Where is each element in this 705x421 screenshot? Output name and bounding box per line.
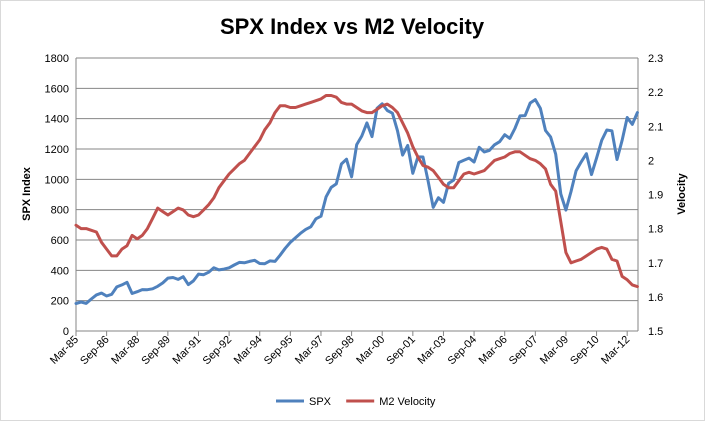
x-tick-label: Mar-00: [354, 334, 387, 367]
y-tick-label: 1000: [45, 174, 69, 186]
x-tick-label: Mar-06: [477, 334, 510, 367]
series-line-spx: [74, 98, 639, 305]
x-tick-label: Sep-98: [323, 334, 357, 368]
y-tick-label: 400: [51, 265, 69, 277]
legend-label-m2-velocity: M2 Velocity: [379, 396, 436, 408]
y2-tick-label: 2: [648, 155, 654, 167]
y-tick-label: 800: [51, 205, 69, 217]
y2-tick-label: 1.7: [648, 258, 663, 270]
x-tick-label: Sep-04: [446, 334, 480, 368]
x-tick-label: Mar-88: [109, 334, 142, 367]
x-tick-label: Mar-03: [415, 334, 448, 367]
legend: SPX M2 Velocity: [276, 396, 436, 408]
y-tick-label: 1800: [45, 53, 69, 65]
y-tick-label: 1200: [45, 144, 69, 156]
x-tick-label: Mar-09: [538, 334, 571, 367]
legend-label-spx: SPX: [309, 396, 332, 408]
y2-tick-label: 1.8: [648, 224, 663, 236]
y2-tick-label: 1.9: [648, 190, 663, 202]
y-axis-title: SPX Index: [21, 166, 33, 221]
y2-tick-label: 2.1: [648, 121, 663, 133]
x-tick-label: Sep-95: [262, 334, 296, 368]
x-tick-label: Sep-92: [201, 334, 235, 368]
chart-title: SPX Index vs M2 Velocity: [220, 14, 485, 39]
y-tick-label: 600: [51, 235, 69, 247]
y-tick-label: 0: [63, 326, 69, 338]
y-tick-label: 1600: [45, 83, 69, 95]
series-line-m2-velocity: [74, 94, 639, 289]
y2-tick-label: 1.6: [648, 292, 663, 304]
x-tick-label: Mar-91: [170, 334, 203, 367]
x-tick-label: Mar-97: [293, 334, 326, 367]
series-lines: [74, 94, 639, 305]
y2-axis-title: Velocity: [676, 172, 688, 214]
x-tick-label: Sep-10: [568, 334, 602, 368]
x-tick-label: Mar-85: [48, 334, 81, 367]
y2-tick-label: 2.3: [648, 53, 663, 65]
x-tick-label: Mar-94: [232, 334, 265, 367]
y2-tick-label: 2.2: [648, 87, 663, 99]
x-tick-label: Mar-12: [599, 334, 632, 367]
x-tick-label: Sep-86: [78, 334, 112, 368]
x-tick-label: Sep-89: [139, 334, 173, 368]
x-tick-label: Sep-07: [507, 334, 541, 368]
y2-tick-label: 1.5: [648, 326, 663, 338]
gridlines: [76, 57, 638, 302]
y-tick-label: 200: [51, 296, 69, 308]
x-tick-label: Sep-01: [384, 334, 418, 368]
y-tick-label: 1400: [45, 114, 69, 126]
